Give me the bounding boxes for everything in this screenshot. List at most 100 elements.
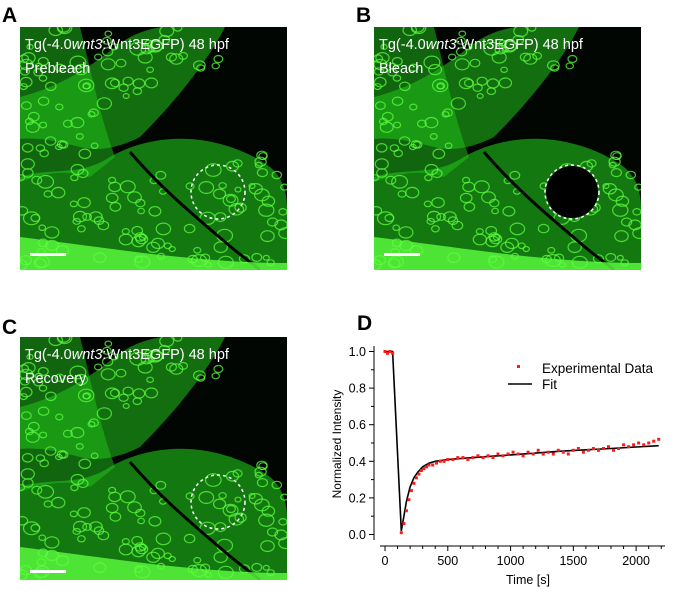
frap-recovery-chart: 0 500 1000 1500 2000 0.0 0.2 0.4 0.6 0.8 1.0 Exper… [330, 345, 665, 587]
experimental-point [576, 447, 580, 450]
experimental-point [391, 351, 395, 355]
experimental-point [435, 461, 438, 465]
experimental-point [407, 498, 411, 502]
chart-marks [383, 350, 661, 535]
experimental-point [438, 459, 442, 463]
experimental-point [442, 459, 446, 463]
micrograph-title: Tg(-4.0wnt3:Wnt3EGFP) 48 hpf [25, 37, 229, 53]
experimental-point [586, 448, 590, 452]
tissue-image [20, 337, 287, 580]
experimental-point [427, 463, 431, 467]
panel-letter-d: D [357, 312, 373, 335]
micrograph-title: Tg(-4.0wnt3:Wnt3EGFP) 48 hpf [25, 347, 229, 363]
micrograph-recovery: Tg(-4.0wnt3:Wnt3EGFP) 48 hpf Recovery [20, 337, 287, 580]
experimental-point [476, 454, 480, 458]
experimental-point [551, 452, 555, 456]
experimental-point [419, 469, 423, 472]
micrograph-state: Prebleach [25, 61, 91, 77]
micrograph-caption: Tg(-4.0wnt3:Wnt3EGFP) 48 hpf Bleach [379, 33, 583, 81]
bleached-spot [546, 166, 598, 218]
experimental-point [642, 443, 646, 447]
experimental-point [491, 456, 495, 460]
experimental-point [612, 448, 615, 452]
legend-label-fit: Fit [542, 377, 557, 392]
experimental-point [556, 448, 560, 452]
experimental-point [496, 452, 500, 456]
y-tick-label: 0.4 [349, 455, 366, 469]
experimental-point [402, 522, 406, 525]
x-tick-label: 0 [382, 554, 389, 568]
y-tick-label: 0.6 [349, 418, 366, 432]
micrograph-state: Recovery [25, 371, 87, 387]
roi-circle [544, 164, 600, 220]
experimental-point [422, 467, 426, 471]
tissue-bottom-band [20, 547, 287, 580]
experimental-point [431, 463, 435, 467]
x-axis-label: Time [s] [506, 573, 550, 587]
y-tick-label: 0.2 [349, 491, 366, 505]
micrograph-state: Bleach [379, 61, 424, 77]
fit-line [385, 350, 659, 531]
micrograph-caption: Tg(-4.0wnt3:Wnt3EGFP) 48 hpf Prebleach [25, 33, 229, 81]
experimental-point [466, 458, 470, 461]
experimental-point [451, 458, 455, 461]
experimental-point [414, 476, 418, 480]
chart-axes: 0 500 1000 1500 2000 0.0 0.2 0.4 0.6 0.8 1.0 [349, 345, 665, 568]
x-tick-label: 2000 [622, 554, 650, 568]
experimental-point [622, 443, 626, 447]
experimental-point [657, 437, 661, 441]
experimental-point [417, 472, 421, 476]
tissue-cleft [128, 461, 261, 580]
experimental-point [607, 445, 610, 449]
x-tick-label: 1500 [559, 554, 587, 568]
experimental-point [602, 447, 605, 450]
experimental-point [412, 481, 416, 485]
experimental-point [481, 456, 485, 460]
scale-bar [30, 570, 66, 573]
micrograph-bleach: Tg(-4.0wnt3:Wnt3EGFP) 48 hpf Bleach [374, 27, 641, 270]
experimental-point [541, 452, 545, 456]
experimental-point [652, 439, 656, 443]
x-tick-label: 500 [437, 554, 458, 568]
experimental-point [536, 448, 540, 452]
experimental-point [521, 454, 525, 458]
experimental-point [399, 531, 403, 535]
experimental-point [597, 448, 600, 452]
experimental-point [546, 450, 550, 454]
legend-marker-experimental [517, 365, 520, 368]
experimental-point [591, 447, 595, 450]
scale-bar [384, 253, 420, 256]
tissue-bottom-band [374, 237, 641, 270]
chart-legend: Experimental Data Fit [508, 361, 654, 392]
tissue-bottom-band [20, 237, 287, 270]
experimental-point [471, 456, 475, 460]
tissue-cleft [128, 151, 261, 270]
y-tick-label: 0.8 [349, 382, 366, 396]
experimental-point [501, 454, 505, 458]
experimental-point [637, 441, 641, 445]
y-tick-label: 1.0 [349, 345, 366, 359]
y-tick-label: 0.0 [349, 528, 366, 542]
tissue-image [20, 27, 287, 270]
experimental-point [486, 454, 490, 458]
panel-letter-a: A [2, 4, 18, 27]
experimental-point [632, 443, 636, 447]
experimental-point [627, 445, 631, 449]
experimental-point [511, 450, 515, 454]
micrograph-title: Tg(-4.0wnt3:Wnt3EGFP) 48 hpf [379, 37, 583, 53]
experimental-point [461, 456, 465, 460]
experimental-point [571, 448, 575, 452]
experimental-point [404, 509, 408, 513]
experimental-point [617, 447, 620, 450]
micrograph-caption: Tg(-4.0wnt3:Wnt3EGFP) 48 hpf Recovery [25, 343, 229, 391]
tissue-cleft [482, 151, 615, 270]
scale-bar [30, 253, 66, 256]
tissue-image [374, 27, 641, 270]
experimental-point [409, 489, 413, 493]
experimental-point [456, 456, 460, 460]
roi-circle [190, 164, 246, 220]
roi-circle [190, 474, 246, 530]
experimental-point [526, 450, 530, 454]
micrograph-prebleach: Tg(-4.0wnt3:Wnt3EGFP) 48 hpf Prebleach [20, 27, 287, 270]
experimental-point [506, 452, 510, 456]
